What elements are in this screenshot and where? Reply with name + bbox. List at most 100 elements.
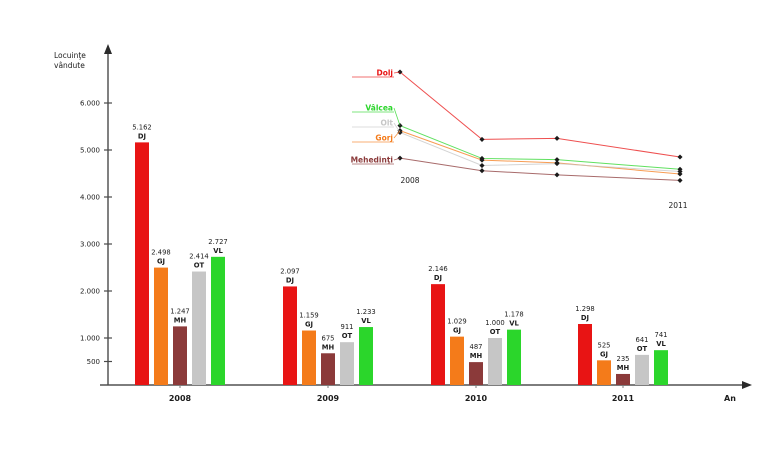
inset-marker [479,155,485,161]
y-axis-title-line1: Locuinţe [54,51,86,60]
inset-end-year-label: 2011 [668,201,687,210]
bar-mh-2011 [616,373,630,385]
bar-value-label: 641 [636,336,649,344]
inset-marker [397,123,403,129]
bar-value-label: 235 [617,355,630,363]
bar-ot-2008 [192,271,206,385]
x-axis-year-label: 2008 [169,394,192,403]
bar-value-label: 2.146 [428,265,447,273]
bar-value-label: 741 [655,331,668,339]
inset-line-vl [399,125,681,170]
bar-gj-2009 [302,330,316,385]
bar-code-label: DJ [138,132,146,140]
bar-mh-2009 [321,353,335,385]
bar-value-label: 1.178 [504,311,523,319]
bar-value-label: 2.097 [280,267,299,275]
inset-marker [677,177,683,183]
bar-ot-2009 [340,342,354,385]
inset-marker [554,157,560,163]
bar-code-label: OT [194,262,205,270]
inset-marker [554,172,560,178]
bar-dj-2009 [283,286,297,385]
bar-value-label: 1.233 [356,308,375,316]
bar-vl-2008 [211,256,225,385]
bar-code-label: OT [490,328,501,336]
x-axis-year-label: 2010 [465,394,488,403]
bar-code-label: VL [656,340,666,348]
inset-legend-dj: Dolj [376,69,393,78]
bar-value-label: 487 [470,343,483,351]
x-axis-year-label: 2011 [612,394,635,403]
bar-dj-2008 [135,142,149,385]
bar-code-label: VL [509,320,519,328]
bar-code-label: GJ [600,350,608,358]
x-axis-arrow [742,381,752,389]
y-tick-label: 5.000 [80,147,100,155]
inset-line-mh [399,157,681,181]
inset-line-gj [399,130,681,175]
bar-value-label: 2.727 [208,238,227,246]
inset-marker [677,166,683,172]
y-tick-label: 2.000 [80,288,100,296]
inset-legend-leader [393,130,401,139]
bar-code-label: GJ [305,321,313,329]
y-axis-arrow [104,44,112,54]
bar-code-label: VL [213,247,223,255]
inset-legend-ot: Olt [380,119,393,128]
inset-legend-mh: Mehedinţi [351,156,393,165]
bar-mh-2010 [469,362,483,385]
bar-code-label: MH [174,316,187,324]
x-axis-year-label: 2009 [317,394,340,403]
bar-code-label: DJ [434,274,442,282]
inset-legend-leader [393,71,401,74]
bar-value-label: 2.414 [189,253,208,261]
bar-ot-2011 [635,354,649,385]
y-tick-label: 6.000 [80,100,100,108]
inset-line-ot [399,131,681,172]
inset-legend-leader [393,122,401,133]
inset-marker [677,154,683,160]
bar-code-label: MH [322,343,335,351]
bar-code-label: GJ [157,258,165,266]
bar-vl-2011 [654,350,668,385]
bar-value-label: 2.498 [151,249,170,257]
bar-value-label: 525 [598,341,611,349]
bar-value-label: 5.162 [132,123,151,131]
bar-value-label: 1.247 [170,307,189,315]
inset-legend-gj: Gorj [375,134,393,143]
bar-dj-2010 [431,284,445,385]
inset-marker [479,168,485,174]
bar-gj-2011 [597,360,611,385]
inset-marker [554,135,560,141]
inset-legend-leader [393,157,401,161]
bar-ot-2010 [488,338,502,385]
bar-code-label: DJ [286,276,294,284]
bar-value-label: 675 [322,334,335,342]
bar-code-label: VL [361,317,371,325]
bar-value-label: 1.000 [485,319,504,327]
inset-marker [479,162,485,169]
bar-vl-2010 [507,329,521,385]
inset-legend-vl: Vâlcea [365,104,393,113]
inset-line-dj [399,71,681,158]
bar-gj-2008 [154,267,168,385]
y-tick-label: 1.000 [80,335,100,343]
bar-value-label: 911 [341,323,354,331]
bar-code-label: OT [637,345,648,353]
inset-start-year-label: 2008 [400,176,419,185]
bar-value-label: 1.029 [447,318,466,326]
bar-value-label: 1.298 [575,305,594,313]
y-tick-label: 3.000 [80,241,100,249]
bar-code-label: GJ [453,327,461,335]
bar-value-label: 1.159 [299,312,318,320]
y-axis-title-line2: vândute [54,61,85,70]
y-tick-label: 500 [87,358,100,366]
bar-code-label: MH [617,364,630,372]
x-axis-title: An [724,394,736,403]
bar-dj-2011 [578,323,592,385]
inset-legend-leader [393,107,401,126]
bar-mh-2008 [173,326,187,385]
bar-vl-2009 [359,327,373,385]
bar-code-label: MH [470,352,483,360]
